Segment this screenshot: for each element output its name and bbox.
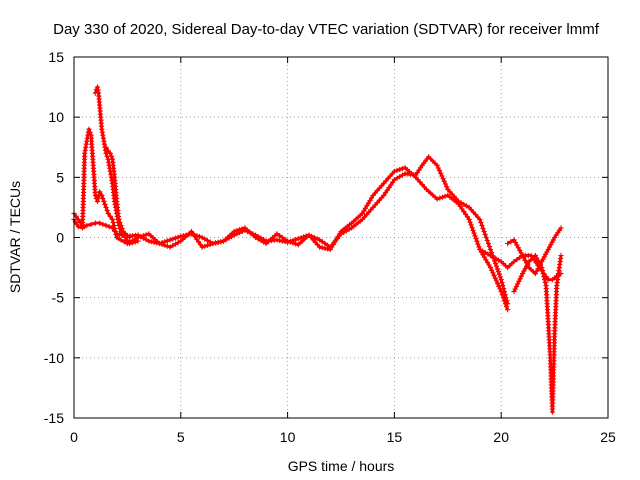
series-trace-f [505,225,564,277]
y-tick-label: -15 [44,410,64,426]
y-tick-label: 5 [56,169,64,185]
data-layer [71,84,564,415]
chart-title: Day 330 of 2020, Sidereal Day-to-day VTE… [53,21,600,38]
x-tick-label: 25 [600,429,616,445]
y-tick-label: 0 [56,230,64,246]
plus-markers [511,252,564,415]
x-axis-label: GPS time / hours [288,458,395,474]
plus-markers [71,126,511,313]
x-tick-label: 20 [493,429,509,445]
y-axis-label: SDTVAR / TECUs [7,181,23,293]
y-tick-label: 15 [48,49,64,65]
series-trace-d [103,144,133,241]
plus-markers [103,144,133,241]
series-trace-g [511,252,564,415]
x-tick-label: 5 [177,429,185,445]
y-tick-label: 10 [48,109,64,125]
y-tick-label: -10 [44,350,64,366]
x-tick-label: 0 [70,429,78,445]
series-line [93,85,139,246]
series-trace-b [71,126,511,313]
series-line [506,227,563,276]
ticks: 0 5 10 15 20 25 -15 -10 -5 0 5 10 15 [44,49,616,445]
x-tick-label: 10 [280,429,296,445]
plus-markers [505,225,564,277]
series-line [72,127,510,311]
x-tick-label: 15 [387,429,403,445]
y-tick-label: -5 [52,290,65,306]
grid [74,57,608,418]
